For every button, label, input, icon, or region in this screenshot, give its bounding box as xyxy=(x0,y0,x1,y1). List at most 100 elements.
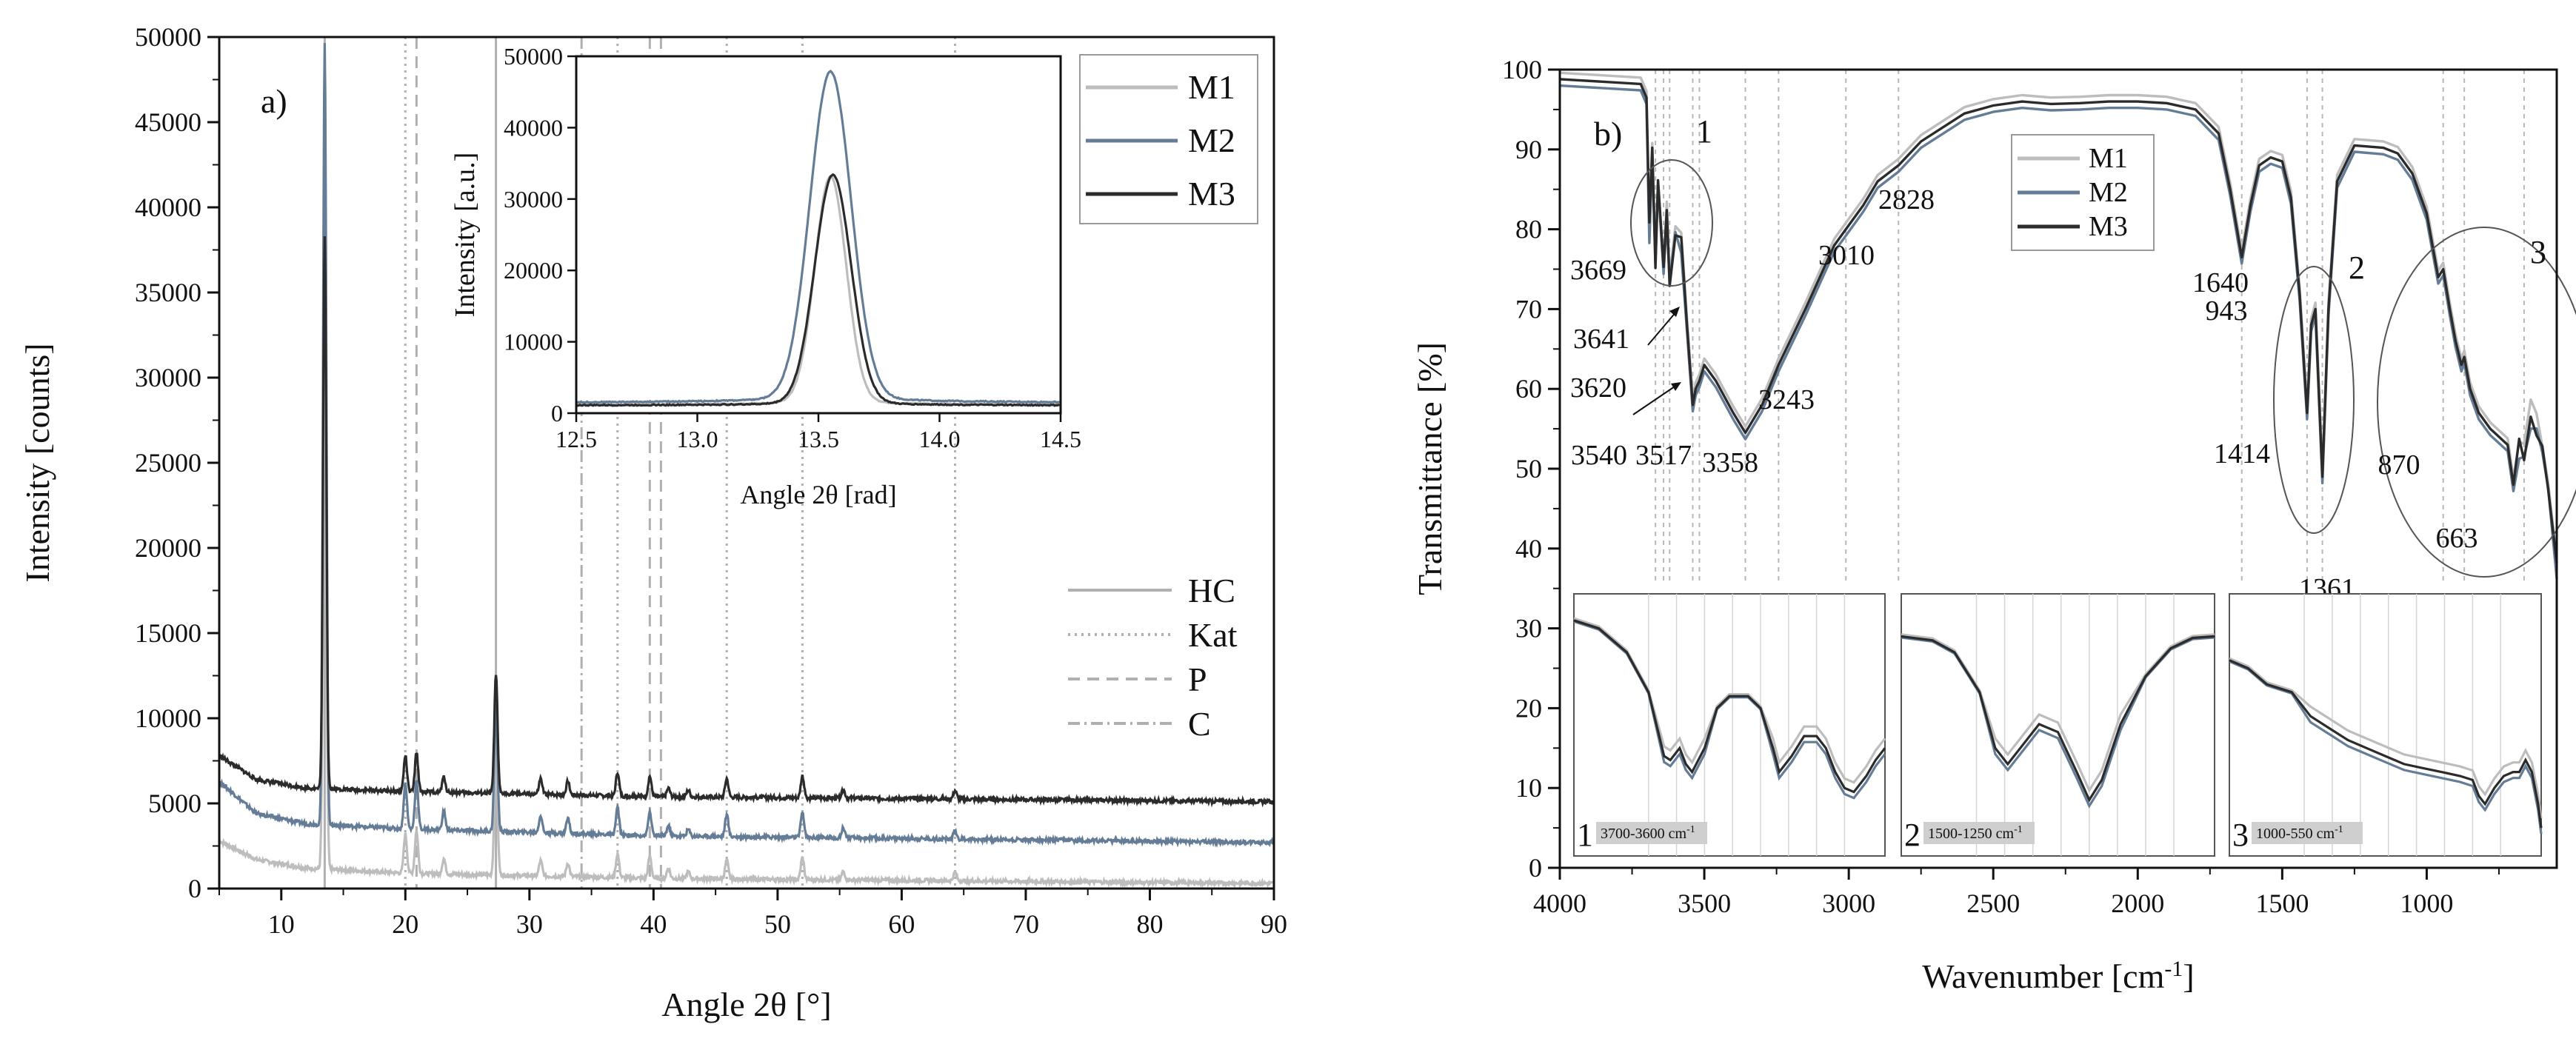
region-label-1: 1 xyxy=(1696,113,1712,150)
series-line-m1 xyxy=(218,322,1274,889)
series-line-m3 xyxy=(218,236,1275,808)
region-label-3: 3 xyxy=(2530,234,2546,270)
x-axis-title-main: Wavenumber [cm xyxy=(1922,957,2164,995)
x-axis-title-sup: -1 xyxy=(2164,957,2183,981)
inset-series-line-m3 xyxy=(575,173,1060,407)
zoom-inset-range-sup: -1 xyxy=(2014,824,2023,835)
y-tick-label: 50000 xyxy=(135,22,201,52)
y-tick-label: 70 xyxy=(1515,294,1542,324)
legend-label-m2: M2 xyxy=(2089,177,2128,208)
inset-y-tick-label: 0 xyxy=(551,400,563,427)
zoom-inset-range-sup: -1 xyxy=(1686,824,1695,835)
peak-label-1640: 1640 xyxy=(2192,267,2249,298)
arrow-3540 xyxy=(1632,384,1678,415)
x-tick-label: 1500 xyxy=(2255,889,2309,918)
zoom-inset-range-text: 1500-1250 cm xyxy=(1928,826,2015,842)
x-tick-label: 30 xyxy=(516,909,543,939)
inset-x-axis-title: Angle 2θ [rad] xyxy=(740,480,896,509)
zoom-inset-3-line-m1 xyxy=(2229,657,2543,819)
peak-label-3620: 3620 xyxy=(1570,372,1626,404)
panel-label: a) xyxy=(261,82,287,120)
legend-label-m3: M3 xyxy=(1188,175,1235,213)
inset-x-tick-label: 14.5 xyxy=(1040,426,1081,452)
y-tick-label: 80 xyxy=(1515,215,1542,244)
legend-label-m1: M1 xyxy=(2089,143,2128,174)
y-tick-label: 50 xyxy=(1515,454,1542,484)
y-tick-label: 100 xyxy=(1502,55,1542,84)
arrow-head-3641 xyxy=(1669,307,1680,317)
y-tick-label: 5000 xyxy=(148,789,201,818)
inset-y-tick-label: 20000 xyxy=(504,257,563,284)
series-line-m2 xyxy=(218,43,1275,849)
zoom-inset-number-3: 3 xyxy=(2232,817,2249,853)
peak-label-3540: 3540 xyxy=(1571,440,1627,471)
inset-x-tick-label: 13.5 xyxy=(798,426,839,452)
y-tick-label: 10000 xyxy=(135,703,201,733)
arrow-head-3540 xyxy=(1671,382,1681,391)
peak-label-3243: 3243 xyxy=(1758,384,1815,415)
y-axis-title: Intensity [counts] xyxy=(19,343,56,582)
inset-y-axis-title: Intensity [a.u.] xyxy=(450,153,481,318)
y-tick-label: 90 xyxy=(1515,135,1542,164)
ref-legend-label-hc: HC xyxy=(1188,572,1235,609)
legend-label-m3: M3 xyxy=(2089,211,2128,242)
inset-x-tick-label: 13.0 xyxy=(677,426,718,452)
peak-label-870: 870 xyxy=(2378,449,2420,481)
zoom-inset-range-text: 1000-550 cm xyxy=(2256,826,2335,842)
region-ellipse-3 xyxy=(2377,227,2576,578)
inset-x-tick-label: 12.5 xyxy=(555,426,597,452)
zoom-inset-range-tag xyxy=(1596,822,1707,844)
y-tick-label: 15000 xyxy=(135,618,201,648)
x-tick-label: 60 xyxy=(888,909,915,939)
region-ellipse-1 xyxy=(1630,159,1713,287)
series-line-m3 xyxy=(1559,78,2558,563)
zoom-inset-1-line-m3 xyxy=(1573,619,1886,794)
y-tick-label: 20 xyxy=(1515,693,1542,723)
peak-label-943: 943 xyxy=(2206,295,2248,327)
zoom-inset-frame-1 xyxy=(1573,593,1886,857)
peak-label-3517: 3517 xyxy=(1635,440,1692,471)
y-axis-title: Transmittance [%] xyxy=(1411,342,1449,595)
inset-y-tick-label: 10000 xyxy=(504,329,563,355)
inset-x-tick-label: 14.0 xyxy=(919,426,961,452)
zoom-inset-range-tag xyxy=(2252,822,2363,844)
y-tick-label: 40000 xyxy=(135,193,201,222)
zoom-inset-frame-3 xyxy=(2229,593,2542,857)
region-label-2: 2 xyxy=(2349,250,2365,286)
x-tick-label: 3000 xyxy=(1822,889,1875,918)
arrow-3641 xyxy=(1647,310,1678,346)
y-tick-label: 45000 xyxy=(135,107,201,137)
y-tick-label: 30000 xyxy=(135,363,201,392)
x-tick-label: 2500 xyxy=(1966,889,2020,918)
x-tick-label: 4000 xyxy=(1533,889,1586,918)
x-tick-label: 90 xyxy=(1261,909,1287,939)
legend-label-m2: M2 xyxy=(1188,121,1235,159)
peak-label-3641: 3641 xyxy=(1573,324,1629,355)
zoom-inset-3-line-m2 xyxy=(2229,660,2543,834)
x-tick-label: 20 xyxy=(392,909,418,939)
ref-legend-label-c: C xyxy=(1188,705,1211,743)
inset-y-tick-label: 40000 xyxy=(504,114,563,141)
y-tick-label: 0 xyxy=(1529,853,1542,883)
inset-series-line-m2 xyxy=(575,70,1060,404)
peak-label-1414: 1414 xyxy=(2214,438,2270,469)
x-tick-label: 50 xyxy=(764,909,791,939)
y-tick-label: 0 xyxy=(188,874,201,903)
x-tick-label: 80 xyxy=(1136,909,1163,939)
y-tick-label: 20000 xyxy=(135,533,201,563)
y-tick-label: 40 xyxy=(1515,534,1542,563)
x-tick-label: 2000 xyxy=(2111,889,2164,918)
peak-label-3010: 3010 xyxy=(1818,240,1875,271)
zoom-inset-range-label: 3700-3600 cm-1 xyxy=(1601,824,1695,842)
zoom-inset-2-line-m3 xyxy=(1901,635,2215,803)
zoom-inset-3-line-m3 xyxy=(2229,659,2543,829)
y-tick-label: 60 xyxy=(1515,374,1542,404)
x-axis-title-end: ] xyxy=(2183,957,2194,995)
y-tick-label: 10 xyxy=(1515,773,1542,803)
zoom-inset-number-1: 1 xyxy=(1577,817,1593,853)
zoom-inset-1-line-m1 xyxy=(1573,617,1886,784)
x-tick-label: 70 xyxy=(1012,909,1039,939)
x-tick-label: 3500 xyxy=(1678,889,1731,918)
